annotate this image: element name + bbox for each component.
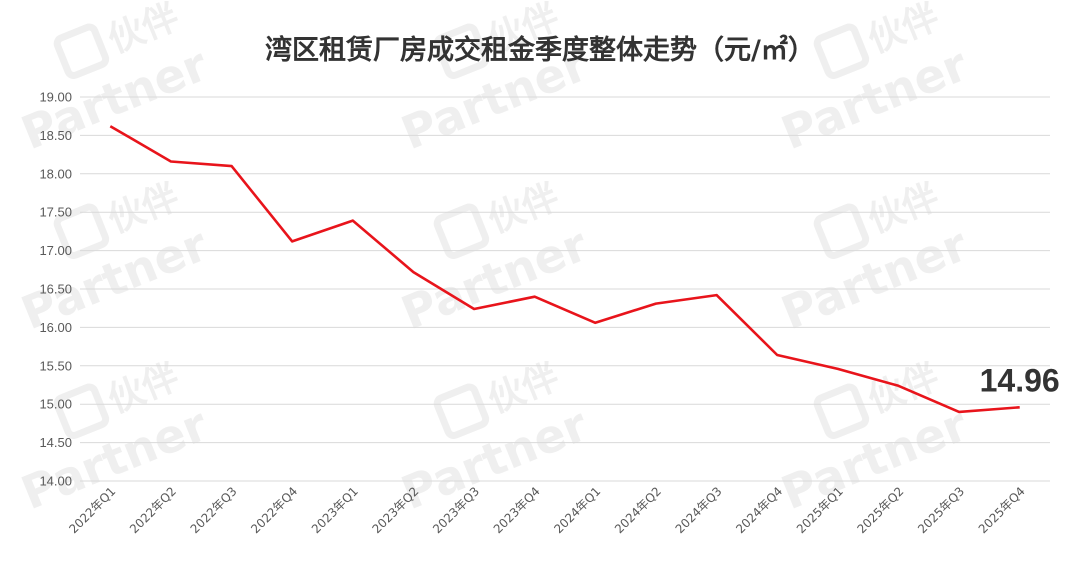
x-tick-label: 2024年Q2 bbox=[612, 484, 664, 536]
x-tick-label: 2022年Q1 bbox=[66, 484, 118, 536]
y-axis-ticks: 14.00 14.50 15.00 15.50 16.00 16.50 17.00 17.50… bbox=[39, 90, 72, 489]
series-layer bbox=[109, 125, 1020, 414]
x-tick-label: 2023年Q3 bbox=[430, 484, 482, 536]
x-tick-label: 2024年Q4 bbox=[733, 484, 785, 536]
x-tick-label: 2025年Q2 bbox=[854, 484, 906, 536]
x-tick-label: 2024年Q1 bbox=[551, 484, 603, 536]
x-tick-label: 2023年Q1 bbox=[309, 484, 361, 536]
y-tick-label: 15.00 bbox=[39, 397, 72, 412]
x-tick-label: 2025年Q3 bbox=[915, 484, 967, 536]
chart-title: 湾区租赁厂房成交租金季度整体走势（元/㎡） bbox=[265, 35, 815, 66]
y-tick-label: 17.50 bbox=[39, 205, 72, 220]
y-tick-label: 17.00 bbox=[39, 243, 72, 258]
end-value-label: 14.96 bbox=[980, 362, 1060, 398]
x-axis-ticks: 2022年Q1 2022年Q2 2022年Q3 2022年Q4 2023年Q1 2023年… bbox=[66, 484, 1027, 536]
series-line bbox=[109, 125, 1020, 414]
y-tick-label: 15.50 bbox=[39, 358, 72, 373]
y-tick-label: 14.50 bbox=[39, 435, 72, 450]
y-tick-label: 19.00 bbox=[39, 90, 72, 105]
x-tick-label: 2025年Q4 bbox=[976, 484, 1028, 536]
y-tick-label: 16.00 bbox=[39, 320, 72, 335]
y-tick-label: 18.50 bbox=[39, 128, 72, 143]
y-tick-label: 14.00 bbox=[39, 474, 72, 489]
y-tick-label: 18.00 bbox=[39, 166, 72, 181]
x-tick-label: 2024年Q3 bbox=[673, 484, 725, 536]
x-tick-label: 2022年Q4 bbox=[248, 484, 300, 536]
x-tick-label: 2025年Q1 bbox=[794, 484, 846, 536]
x-tick-label: 2022年Q3 bbox=[188, 484, 240, 536]
grid-lines bbox=[80, 96, 1050, 482]
y-tick-label: 16.50 bbox=[39, 282, 72, 297]
x-tick-label: 2023年Q2 bbox=[369, 484, 421, 536]
x-tick-label: 2023年Q4 bbox=[491, 484, 543, 536]
x-tick-label: 2022年Q2 bbox=[127, 484, 179, 536]
